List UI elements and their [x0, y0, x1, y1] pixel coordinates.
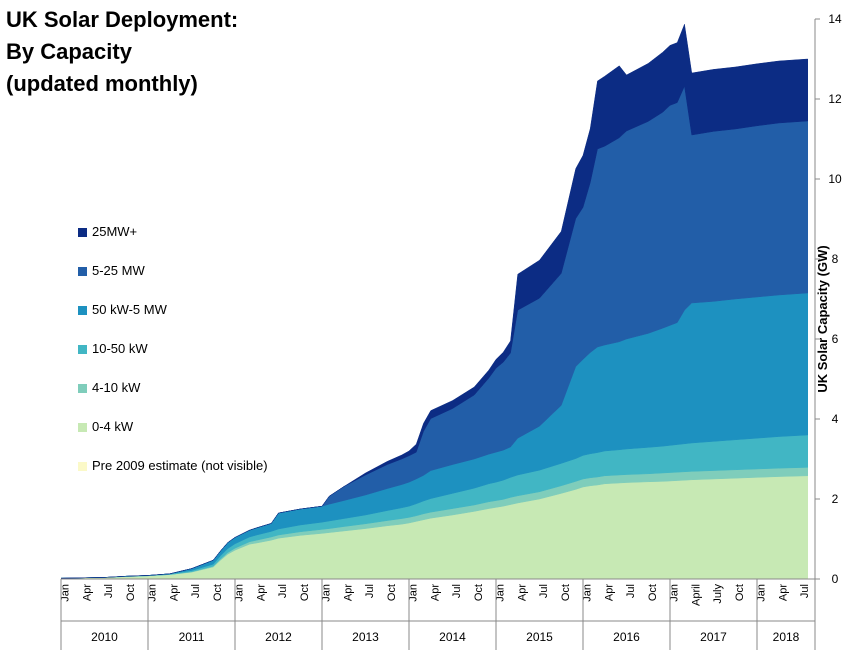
legend-label-0-4kw: 0-4 kW — [92, 419, 134, 434]
x-month-label: Jan — [495, 584, 507, 602]
x-month-label: Oct — [647, 584, 659, 601]
x-year-label: 2011 — [179, 630, 205, 644]
x-month-label: Jan — [234, 584, 246, 602]
x-month-label: Apr — [777, 584, 789, 601]
x-month-label: Oct — [299, 584, 311, 601]
legend-swatch-25mw-plus — [78, 228, 87, 237]
area-series-25mw- — [60, 23, 808, 579]
x-month-label: Jul — [190, 584, 202, 598]
area-series-group — [60, 23, 808, 580]
x-month-label: Jan — [147, 584, 159, 602]
x-month-label: Jul — [364, 584, 376, 598]
legend-label-4-10kw: 4-10 kW — [92, 380, 141, 395]
legend-label-5-25mw: 5-25 MW — [92, 263, 145, 278]
x-month-label: Jul — [277, 584, 289, 598]
y-tick-label: 10 — [828, 172, 842, 186]
x-month-label: Jan — [756, 584, 768, 602]
x-month-label: Apr — [429, 584, 441, 601]
x-month-label: Apr — [516, 584, 528, 601]
x-year-label: 2012 — [265, 630, 292, 644]
chart-title-line-3: (updated monthly) — [6, 71, 198, 96]
x-month-label: Oct — [734, 584, 746, 601]
y-tick-label: 0 — [832, 572, 839, 586]
x-month-label: Jul — [538, 584, 550, 598]
legend-swatch-50kw-5mw — [78, 306, 87, 315]
legend-label-10-50kw: 10-50 kW — [92, 341, 148, 356]
x-year-label: 2014 — [439, 630, 466, 644]
x-year-label: 2016 — [613, 630, 640, 644]
x-month-label: Oct — [386, 584, 398, 601]
y-tick-label: 6 — [832, 332, 839, 346]
legend-label-25mw-plus: 25MW+ — [92, 224, 138, 239]
chart-title: UK Solar Deployment: By Capacity (update… — [6, 4, 238, 100]
x-month-label: Jan — [408, 584, 420, 602]
x-month-label: Jan — [60, 584, 72, 602]
x-month-label: Jul — [625, 584, 637, 598]
chart-title-line-2: By Capacity — [6, 39, 132, 64]
x-month-label: Apr — [255, 584, 267, 601]
x-year-label: 2018 — [773, 630, 800, 644]
x-month-label: Apr — [603, 584, 615, 601]
legend-swatch-10-50kw — [78, 345, 87, 354]
legend-label-50kw-5mw: 50 kW-5 MW — [92, 302, 167, 317]
x-month-label: Jan — [669, 584, 681, 602]
x-month-label: Jan — [582, 584, 594, 602]
x-year-label: 2015 — [526, 630, 553, 644]
x-year-label: 2010 — [91, 630, 118, 644]
x-month-label: Jul — [799, 584, 811, 598]
x-year-label: 2017 — [700, 630, 727, 644]
x-month-label: Oct — [125, 584, 137, 601]
x-year-label: 2013 — [352, 630, 379, 644]
legend-swatch-pre-2009 — [78, 462, 87, 471]
y-axis-title: UK Solar Capacity (GW) — [815, 245, 830, 392]
x-month-label: Apr — [342, 584, 354, 601]
x-month-label: Jul — [451, 584, 463, 598]
y-tick-label: 12 — [828, 92, 842, 106]
axes-group: 0 2 4 6 8 10 12 14 UK Solar Capacity (GW) Jan Apr J… — [60, 12, 842, 650]
legend-swatch-0-4kw — [78, 423, 87, 432]
x-month-label: Jan — [321, 584, 333, 602]
x-month-label: Oct — [473, 584, 485, 601]
x-month-label: Jul — [103, 584, 115, 598]
legend-swatch-5-25mw — [78, 267, 87, 276]
chart-title-line-1: UK Solar Deployment: — [6, 7, 239, 32]
x-month-label: July — [712, 584, 724, 604]
y-tick-label: 2 — [832, 492, 839, 506]
x-month-label: Apr — [81, 584, 93, 601]
x-month-label: Oct — [212, 584, 224, 601]
legend-swatch-4-10kw — [78, 384, 87, 393]
x-month-label: April — [690, 584, 702, 606]
legend-label-pre-2009: Pre 2009 estimate (not visible) — [92, 458, 268, 473]
y-tick-label: 14 — [828, 12, 842, 26]
y-tick-label: 8 — [832, 252, 839, 266]
x-month-label: Apr — [168, 584, 180, 601]
y-tick-label: 4 — [832, 412, 839, 426]
x-month-label: Oct — [560, 584, 572, 601]
